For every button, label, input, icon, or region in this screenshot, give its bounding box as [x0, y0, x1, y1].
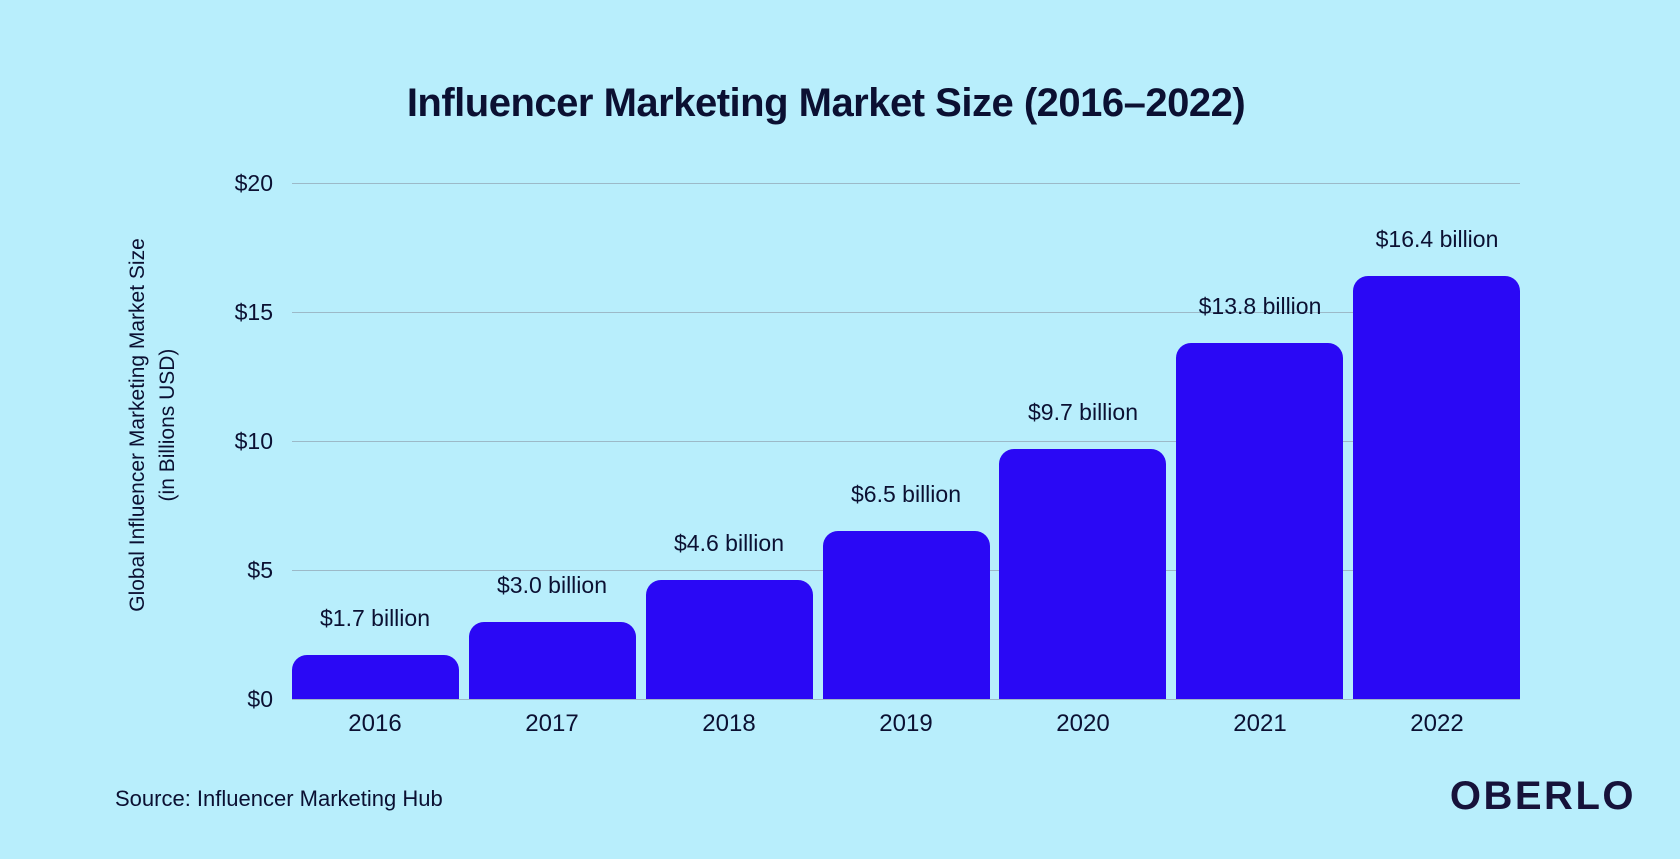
x-tick-label-2022: 2022 [1410, 710, 1464, 737]
gridline-10 [292, 441, 1520, 442]
x-tick-label-2019: 2019 [879, 710, 933, 737]
bar-2022 [1353, 276, 1520, 699]
bar-value-label-2019: $6.5 billion [851, 481, 961, 507]
gridline-15 [292, 312, 1520, 313]
bar-2019 [823, 531, 990, 699]
bar-2017 [469, 622, 636, 699]
bar-2016 [292, 655, 459, 699]
y-tick-label: $0 [247, 686, 273, 712]
bar-value-label-2016: $1.7 billion [320, 605, 430, 631]
source-note: Source: Influencer Marketing Hub [115, 786, 443, 811]
chart-title: Influencer Marketing Market Size (2016–2… [406, 81, 1246, 125]
bar-2018 [646, 580, 813, 699]
y-tick-label: $5 [247, 557, 273, 583]
x-tick-label-2017: 2017 [525, 710, 579, 737]
bar-value-label-2017: $3.0 billion [497, 572, 607, 598]
oberlo-logo: OBERLO [1449, 774, 1636, 818]
bar-value-label-2021: $13.8 billion [1198, 293, 1322, 319]
y-tick-label: $15 [234, 299, 273, 325]
y-axis-title-line1: Global Influencer Marketing Market Size [126, 238, 149, 612]
x-tick-label-2020: 2020 [1056, 710, 1110, 737]
bar-value-label-2022: $16.4 billion [1375, 226, 1499, 252]
bar-value-label-2020: $9.7 billion [1028, 399, 1138, 425]
y-tick-label: $10 [234, 428, 273, 454]
y-tick-label: $20 [234, 170, 273, 196]
x-tick-label-2021: 2021 [1233, 710, 1287, 737]
gridline-0 [292, 699, 1520, 700]
bar-2021 [1176, 343, 1343, 699]
x-tick-label-2016: 2016 [348, 710, 402, 737]
x-tick-label-2018: 2018 [702, 710, 756, 737]
gridline-20 [292, 183, 1520, 184]
bar-value-label-2018: $4.6 billion [674, 530, 784, 556]
bar-2020 [999, 449, 1166, 699]
